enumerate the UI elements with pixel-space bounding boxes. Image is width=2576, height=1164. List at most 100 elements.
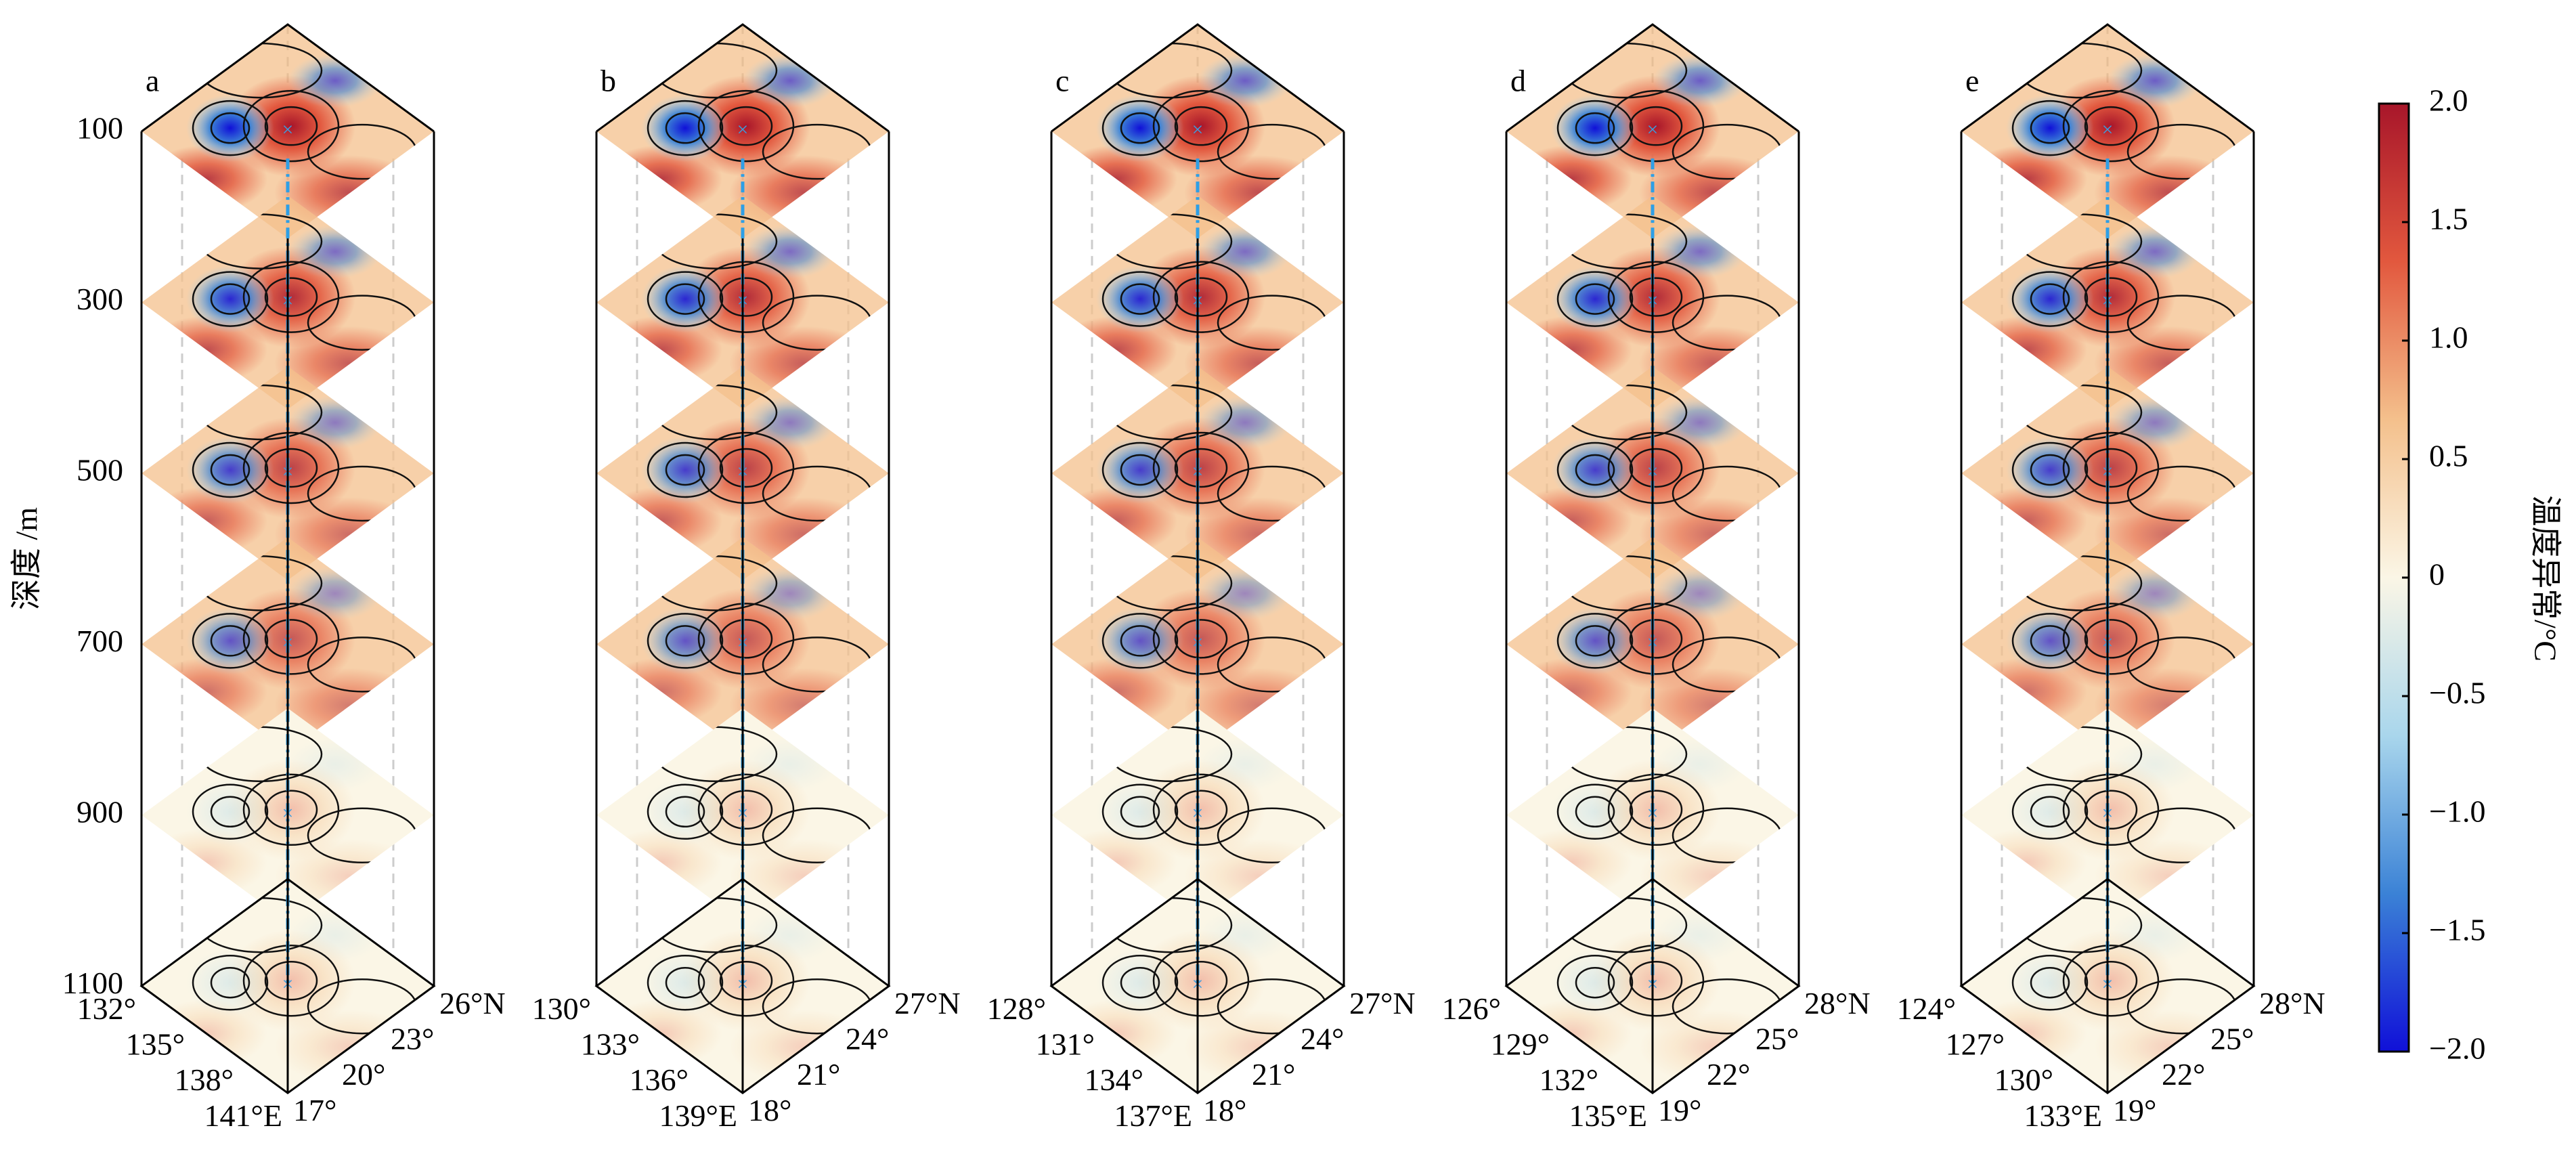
lon-tick-label: 137°E [1114,1098,1193,1133]
lat-tick-label: 19° [1658,1093,1701,1127]
cold-anomaly [641,949,729,1017]
contour [647,271,724,327]
contour [1120,454,1160,486]
eddy-center: × [1192,118,1204,141]
lon-tick-label: 135° [126,1027,185,1061]
frame [1506,23,1799,133]
lon-tick-label: 133° [581,1027,640,1061]
contour [2030,112,2070,144]
contour [2062,603,2160,675]
cold-anomaly [2006,949,2094,1017]
cold-anomaly [2006,777,2094,846]
cold-anomaly [2006,265,2094,333]
cold-anomaly [1198,395,1292,450]
contour [2084,619,2138,659]
cold-anomaly [1096,949,1184,1017]
contour [2062,89,2160,163]
contour [719,960,773,1001]
cold-anomaly [641,435,729,504]
contour [2084,277,2138,317]
contour [242,431,340,504]
contour [1101,441,1179,498]
cbar-tick-label: −0.5 [2429,676,2485,710]
cold-anomaly [288,566,383,621]
lon-tick-label: 141°E [204,1098,283,1133]
cold-anomaly [186,607,274,675]
contour [647,954,724,1011]
contour [242,89,340,163]
contour [665,283,705,315]
cold-anomaly [2108,224,2202,279]
cold-anomaly [2108,395,2202,450]
lat-tick-label: 24° [1301,1021,1344,1056]
contour [192,441,269,498]
cold-anomaly [1551,949,1639,1017]
lon-tick-label: 134° [1085,1062,1143,1097]
frame [1959,878,2256,1095]
slice [1506,366,1799,580]
contour [2084,106,2138,146]
contour [1575,966,1615,999]
cold-anomaly [1653,908,1747,963]
cold-anomaly [641,607,729,675]
contour [1152,603,1250,675]
contour [2030,283,2070,315]
lat-tick-label: 24° [846,1021,889,1056]
y-tick-label: 500 [77,453,123,488]
lon-tick-label: 126° [1442,991,1501,1026]
contour [665,112,705,144]
contour [665,796,705,828]
contour [2030,966,2070,999]
slice [141,195,434,410]
contour [719,448,773,488]
contour [1575,454,1615,486]
cold-anomaly [743,53,837,108]
contour [647,441,724,498]
contour [1101,271,1179,327]
contour [719,277,773,317]
contour [647,783,724,840]
contour [1101,613,1179,669]
contour [1556,954,1634,1011]
contour [2084,790,2138,830]
contour [1607,944,1705,1017]
eddy-center: × [1647,118,1659,141]
cold-anomaly [1198,566,1292,621]
cold-anomaly [2006,607,2094,675]
cold-anomaly [186,94,274,163]
contour [1556,783,1634,840]
lat-tick-label: 25° [2210,1021,2254,1056]
contour [264,790,318,830]
cold-anomaly [288,908,383,963]
lat-tick-label: 27°N [1349,986,1416,1020]
contour [242,261,340,333]
contour [242,603,340,675]
contour [1629,448,1683,488]
lon-tick-label: 136° [630,1062,689,1097]
lat-tick-label: 21° [797,1057,840,1092]
lat-tick-label: 20° [342,1057,385,1092]
contour [697,431,795,504]
contour [1629,619,1683,659]
cold-anomaly [1198,737,1292,792]
contour [1607,431,1705,504]
contour [264,277,318,317]
lat-tick-label: 25° [1755,1021,1799,1056]
lat-tick-label: 22° [1707,1057,1750,1092]
contour [1174,790,1228,830]
contour [264,960,318,1001]
cold-anomaly [1653,395,1747,450]
panel-label: d [1510,64,1526,98]
lat-tick-label: 18° [748,1093,791,1127]
contour [1120,112,1160,144]
contour [2011,100,2089,156]
cold-anomaly [1198,53,1292,108]
cbar-tick-label: 1.0 [2429,320,2468,355]
lon-tick-label: 138° [175,1062,234,1097]
cold-anomaly [1551,607,1639,675]
lat-tick-label: 27°N [894,986,961,1020]
cold-anomaly [641,94,729,163]
frame [596,23,890,133]
